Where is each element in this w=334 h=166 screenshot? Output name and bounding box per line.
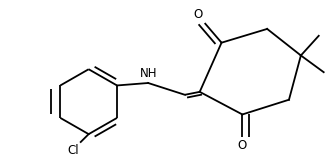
Text: Cl: Cl [67, 144, 79, 157]
Text: NH: NH [139, 67, 157, 80]
Text: O: O [238, 139, 247, 152]
Text: O: O [194, 8, 203, 21]
